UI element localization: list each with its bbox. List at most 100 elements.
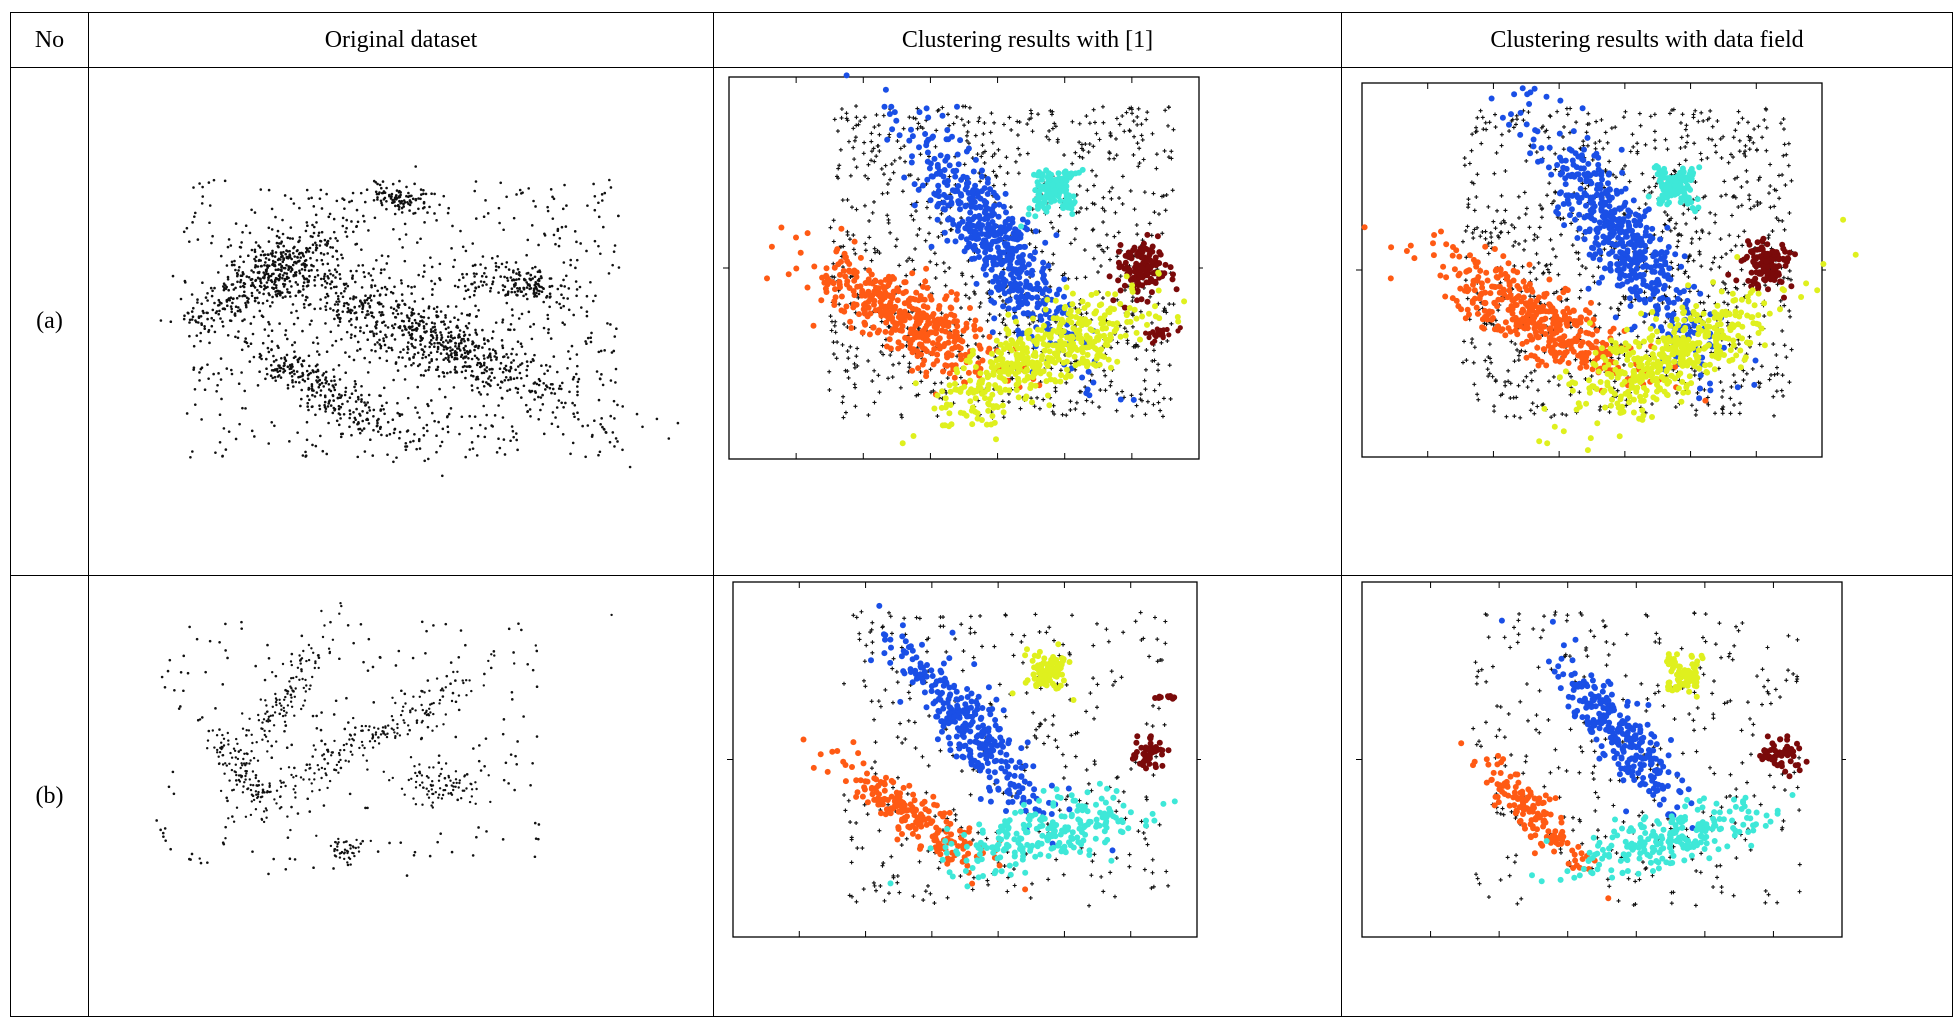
cluster-point [1146, 334, 1152, 341]
cluster-point [451, 337, 455, 340]
cluster-point [311, 393, 314, 397]
noise-point [413, 182, 416, 186]
noise-point [514, 368, 517, 372]
noise-point [839, 115, 844, 120]
cluster-point [354, 243, 357, 246]
noise-point [1079, 312, 1084, 317]
noise-point [193, 211, 197, 215]
cluster-point [332, 375, 336, 379]
noise-point [491, 425, 495, 428]
cluster-point [270, 348, 273, 352]
noise-point [837, 302, 842, 307]
cluster-point [465, 365, 469, 368]
noise-point [617, 266, 621, 269]
cluster-point [949, 345, 956, 352]
noise-point [1007, 115, 1012, 120]
noise-point [1108, 133, 1113, 138]
noise-point [590, 331, 593, 335]
noise-point [901, 354, 906, 359]
noise-point [505, 195, 508, 199]
cluster-point [199, 331, 202, 335]
noise-point [928, 367, 933, 372]
noise-point [527, 187, 531, 190]
cluster-point [940, 199, 947, 206]
noise-point [997, 312, 1002, 317]
noise-point [1127, 129, 1132, 134]
noise-point [1166, 105, 1171, 110]
noise-point [533, 265, 537, 269]
cluster-point [1033, 285, 1040, 292]
cluster-point [422, 309, 426, 313]
cluster-point [388, 194, 391, 198]
cluster-point [1001, 376, 1007, 383]
cluster-point [259, 354, 263, 357]
cluster-point [994, 194, 1001, 201]
noise-point [1115, 254, 1120, 259]
cluster-point [394, 196, 398, 200]
cluster-point [264, 261, 267, 264]
cluster-point [502, 288, 505, 292]
noise-point [834, 356, 839, 361]
cluster-point [330, 379, 333, 383]
cluster-point [1001, 240, 1008, 247]
cluster-point [525, 368, 528, 372]
cluster-point [424, 369, 427, 373]
cluster-point [300, 363, 303, 366]
noise-point [872, 246, 877, 251]
noise-point [396, 369, 400, 372]
cluster-point [990, 371, 997, 378]
cluster-point [1020, 310, 1027, 317]
cluster-point [851, 277, 858, 284]
cluster-point [455, 325, 458, 329]
noise-point [962, 123, 967, 128]
cluster-point [440, 336, 444, 340]
cluster-point [391, 198, 395, 202]
noise-point [561, 321, 565, 324]
cluster-point [972, 317, 979, 324]
noise-point [1082, 248, 1087, 253]
cluster-point [338, 378, 342, 381]
cluster-point [343, 289, 346, 293]
cluster-point [337, 297, 340, 301]
cluster-point [473, 281, 476, 284]
cluster-point [370, 299, 373, 302]
cluster-point [382, 408, 385, 411]
cluster-point [388, 432, 392, 436]
noise-point [267, 334, 270, 338]
noise-point [851, 126, 856, 131]
noise-point [1131, 119, 1136, 124]
noise-point [430, 293, 434, 297]
cluster-point [408, 358, 411, 361]
noise-point [1114, 408, 1119, 413]
cluster-point [566, 367, 569, 370]
noise-point [1136, 344, 1141, 349]
noise-point [456, 285, 460, 289]
cluster-point [1040, 265, 1047, 272]
cluster-point [236, 309, 240, 313]
cluster-point [1071, 353, 1078, 360]
cluster-point [275, 358, 278, 362]
noise-point [1005, 171, 1010, 176]
cluster-point [957, 137, 964, 144]
cluster-point [459, 349, 462, 352]
cluster-point [1025, 335, 1032, 342]
cluster-point [382, 320, 386, 324]
cluster-point [281, 260, 285, 264]
cluster-point [279, 376, 283, 379]
cluster-point [1034, 333, 1041, 340]
cluster-point [516, 289, 520, 293]
cluster-point [277, 242, 281, 245]
cluster-point [240, 274, 244, 278]
noise-point [311, 341, 315, 344]
cluster-point [234, 335, 237, 339]
cluster-point [477, 391, 481, 394]
cluster-point [928, 173, 935, 180]
cluster-point [500, 262, 504, 266]
cluster-point [298, 271, 302, 275]
cluster-point [1143, 330, 1149, 336]
cluster-point [315, 375, 319, 379]
cluster-point [270, 253, 274, 256]
cluster-point [233, 259, 236, 263]
noise-point [848, 275, 853, 280]
cluster-point [449, 349, 452, 353]
